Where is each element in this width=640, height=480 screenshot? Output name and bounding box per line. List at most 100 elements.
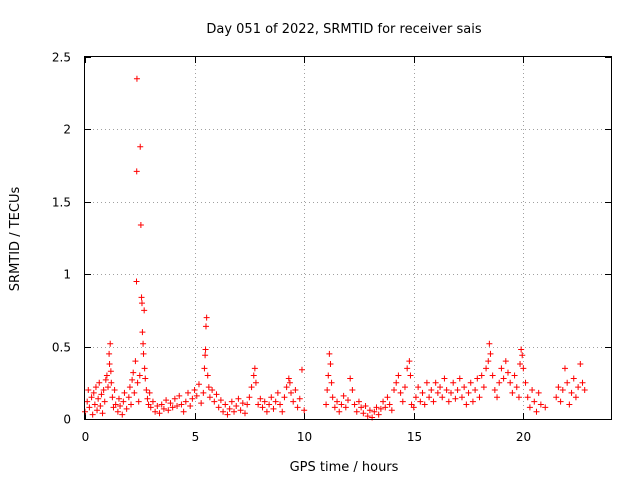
data-point [283,384,290,391]
data-point [496,379,503,386]
data-point [279,408,286,415]
data-point [131,389,138,396]
data-point [581,387,588,394]
data-point [250,372,257,379]
data-point [515,394,522,401]
data-point [324,387,331,394]
data-point [222,401,229,408]
y-tick-label: 2 [63,123,71,137]
data-point [106,350,113,357]
data-point [564,379,571,386]
data-point [117,402,124,409]
data-point [469,398,476,405]
x-tick-label: 10 [297,430,312,444]
data-point [486,340,493,347]
data-point [120,398,127,405]
data-point [465,389,472,396]
data-point [557,398,564,405]
data-point [111,387,118,394]
data-point [421,401,428,408]
data-point [202,352,209,359]
data-point [220,408,227,415]
data-point [146,389,153,396]
data-point [241,410,248,417]
data-point [121,389,128,396]
data-point [328,379,335,386]
data-point [147,404,154,411]
data-point [261,398,268,405]
data-point [327,360,334,367]
data-point [426,394,433,401]
data-point [191,387,198,394]
data-point [136,372,143,379]
data-point [553,394,560,401]
data-point [149,398,156,405]
data-point [561,365,568,372]
data-point [366,407,373,414]
data-point [133,75,140,82]
data-point [415,384,422,391]
data-point [375,411,382,418]
data-point [419,389,426,396]
data-point [107,340,114,347]
y-tick-label: 0 [63,413,71,427]
data-point [189,395,196,402]
data-point [474,375,481,382]
data-point [334,398,341,405]
data-point [520,365,527,372]
data-point [272,398,279,405]
data-point [224,411,231,418]
data-point [141,307,148,314]
data-point [178,401,185,408]
data-point [187,402,194,409]
data-point [97,402,104,409]
data-point [112,401,119,408]
data-point [91,401,98,408]
data-point [107,368,114,375]
data-point [239,400,246,407]
data-point [128,401,135,408]
data-point [518,346,525,353]
data-point [108,379,115,386]
y-tick-label: 1 [63,268,71,282]
data-point [445,398,452,405]
data-point [410,404,417,411]
data-point [154,402,161,409]
data-point [215,404,222,411]
data-point [555,384,562,391]
data-point [132,358,139,365]
data-point [326,350,333,357]
data-point [298,366,305,373]
data-point [407,372,414,379]
data-point [86,404,93,411]
x-tick-label: 15 [407,430,422,444]
data-point [568,389,575,396]
data-point [185,389,192,396]
data-point [388,407,395,414]
data-point [559,387,566,394]
data-point [102,376,109,383]
data-point [450,379,457,386]
data-point [362,402,369,409]
data-point [336,408,343,415]
data-point [500,375,507,382]
data-point [494,394,501,401]
data-point [228,398,235,405]
data-point [286,379,293,386]
data-point [533,408,540,415]
data-point [140,350,147,357]
data-point [358,404,365,411]
data-point [169,404,176,411]
data-point [461,384,468,391]
data-point [340,392,347,399]
data-point [158,401,165,408]
data-point [428,387,435,394]
data-point [226,405,233,412]
plot-frame [84,56,612,420]
data-point [195,381,202,388]
data-point [100,387,107,394]
data-point [103,372,110,379]
data-point [472,387,479,394]
data-point [96,379,103,386]
data-point [579,379,586,386]
